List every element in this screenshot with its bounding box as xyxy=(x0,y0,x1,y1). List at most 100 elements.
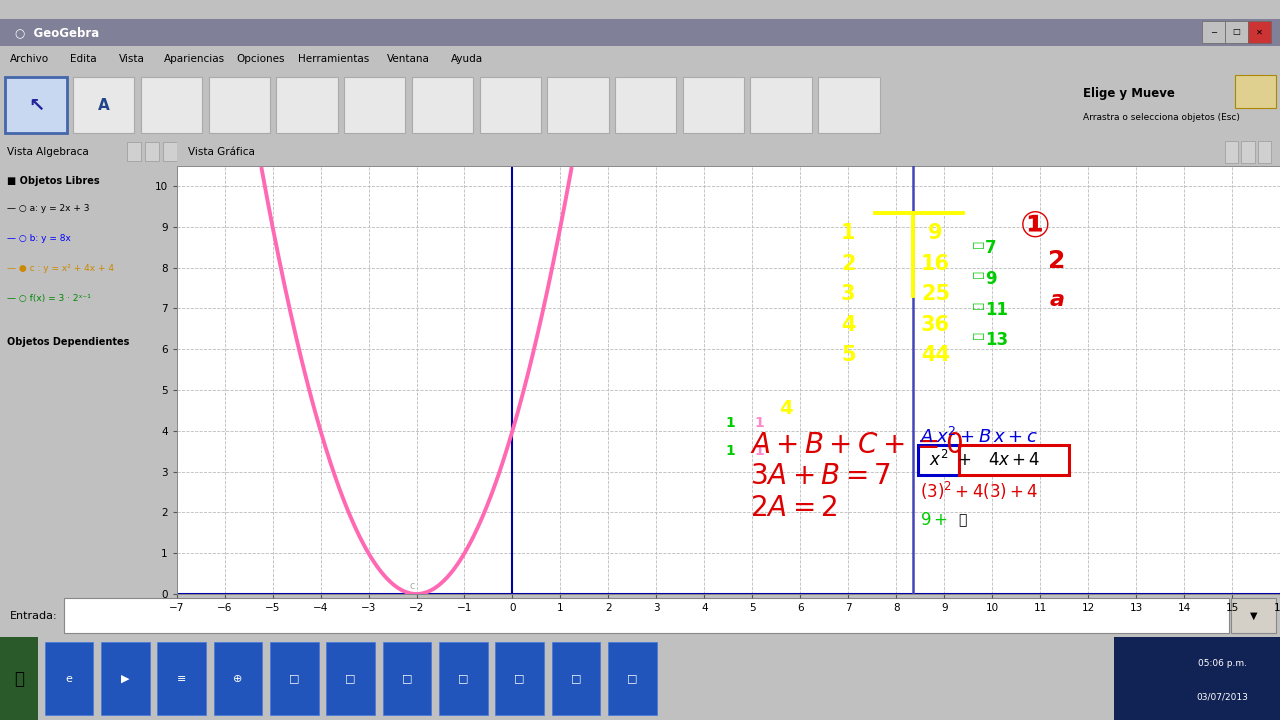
Bar xyxy=(495,642,544,715)
Bar xyxy=(608,642,657,715)
Text: ⌒: ⌒ xyxy=(970,302,983,310)
Text: 🌐: 🌐 xyxy=(14,670,24,688)
Bar xyxy=(326,642,375,715)
Text: — ○ a: y = 2x + 3: — ○ a: y = 2x + 3 xyxy=(8,204,90,213)
Text: 1: 1 xyxy=(755,444,764,458)
Text: Objetos Dependientes: Objetos Dependientes xyxy=(8,337,129,347)
Bar xyxy=(270,642,319,715)
Text: $\mathit{A+B+C+=0}$: $\mathit{A+B+C+=0}$ xyxy=(750,431,963,459)
Text: — ● c : y = x² + 4x + 4: — ● c : y = x² + 4x + 4 xyxy=(8,264,114,273)
Bar xyxy=(209,77,270,133)
Bar xyxy=(1235,76,1276,109)
Text: ■ Objetos Libres: ■ Objetos Libres xyxy=(8,176,100,186)
Text: 44: 44 xyxy=(922,346,950,365)
Bar xyxy=(682,77,744,133)
Text: ⊕: ⊕ xyxy=(233,674,243,683)
Text: 36: 36 xyxy=(922,315,950,335)
Text: □: □ xyxy=(571,674,581,683)
Text: 9: 9 xyxy=(928,223,943,243)
Text: 4: 4 xyxy=(780,399,792,418)
Text: $x^2$: $x^2$ xyxy=(929,450,948,470)
Text: ○  GeoGebra: ○ GeoGebra xyxy=(15,26,100,39)
Text: ✕: ✕ xyxy=(1256,27,1263,36)
Text: Edita: Edita xyxy=(70,54,97,64)
Text: $A\,x^2 + B\,x + c$: $A\,x^2 + B\,x + c$ xyxy=(920,427,1038,447)
Text: Arrastra o selecciona objetos (Esc): Arrastra o selecciona objetos (Esc) xyxy=(1083,112,1240,122)
Text: Vista: Vista xyxy=(119,54,145,64)
Bar xyxy=(552,642,600,715)
Text: $\mathit{2A=2}$: $\mathit{2A=2}$ xyxy=(750,493,837,521)
Text: 1: 1 xyxy=(726,416,736,431)
Text: ─: ─ xyxy=(1211,27,1216,36)
Text: Vista Algebraca: Vista Algebraca xyxy=(8,147,88,157)
Bar xyxy=(383,642,431,715)
Text: 05:06 p.m.: 05:06 p.m. xyxy=(1198,660,1247,668)
Text: $4x + 4$: $4x + 4$ xyxy=(988,451,1039,469)
Bar xyxy=(412,77,474,133)
Bar xyxy=(276,77,338,133)
Text: +: + xyxy=(957,451,977,469)
Text: 4: 4 xyxy=(841,315,855,335)
Bar xyxy=(1225,22,1248,43)
Bar xyxy=(73,77,134,133)
Bar xyxy=(1248,22,1271,43)
Bar xyxy=(480,77,541,133)
Bar xyxy=(959,446,1069,475)
Text: Ventana: Ventana xyxy=(387,54,429,64)
Text: □: □ xyxy=(458,674,468,683)
Text: Vista Gráfica: Vista Gráfica xyxy=(188,147,255,157)
Bar xyxy=(439,642,488,715)
Bar xyxy=(64,598,1229,633)
Text: Entrada:: Entrada: xyxy=(10,611,58,621)
Text: 11: 11 xyxy=(986,301,1007,319)
Bar xyxy=(750,77,812,133)
Bar xyxy=(45,642,93,715)
Text: □: □ xyxy=(402,674,412,683)
Bar xyxy=(344,77,406,133)
Text: □: □ xyxy=(515,674,525,683)
Text: ⌒: ⌒ xyxy=(970,240,983,248)
Text: — ○ f(x) = 3 · 2ˣ⁻¹: — ○ f(x) = 3 · 2ˣ⁻¹ xyxy=(8,294,91,303)
Text: 1: 1 xyxy=(726,444,736,458)
Bar xyxy=(1114,637,1280,720)
Bar xyxy=(1231,598,1276,633)
Text: $\mathit{3A+B=7}$: $\mathit{3A+B=7}$ xyxy=(750,462,891,490)
Text: 1: 1 xyxy=(755,415,764,430)
Bar xyxy=(918,446,959,475)
Text: ▶: ▶ xyxy=(122,674,129,683)
Text: 📋: 📋 xyxy=(959,513,966,527)
Text: 03/07/2013: 03/07/2013 xyxy=(1197,693,1248,701)
Text: ≡: ≡ xyxy=(177,674,187,683)
Text: — ○ b: y = 8x: — ○ b: y = 8x xyxy=(8,234,70,243)
Text: ↖: ↖ xyxy=(28,96,45,114)
Bar xyxy=(1242,141,1254,163)
Bar xyxy=(818,77,879,133)
Text: a: a xyxy=(1050,290,1065,310)
Bar xyxy=(141,77,202,133)
Text: □: □ xyxy=(289,674,300,683)
Text: c: c xyxy=(410,581,415,590)
Bar xyxy=(1202,22,1225,43)
Text: □: □ xyxy=(346,674,356,683)
Text: $9+$: $9+$ xyxy=(920,510,948,528)
Text: 16: 16 xyxy=(922,253,950,274)
Text: Ayuda: Ayuda xyxy=(451,54,483,64)
Bar xyxy=(163,143,177,161)
Text: Opciones: Opciones xyxy=(237,54,285,64)
Bar xyxy=(214,642,262,715)
Bar xyxy=(157,642,206,715)
Text: 3: 3 xyxy=(841,284,855,304)
Text: ⌒: ⌒ xyxy=(970,271,983,279)
Text: 2: 2 xyxy=(841,253,855,274)
Text: 9: 9 xyxy=(986,270,997,288)
Bar xyxy=(101,642,150,715)
Text: 25: 25 xyxy=(922,284,950,304)
Text: ⌒: ⌒ xyxy=(970,333,983,340)
Bar xyxy=(145,143,159,161)
Text: ①: ① xyxy=(1020,210,1051,244)
Text: Herramientas: Herramientas xyxy=(298,54,370,64)
Bar xyxy=(1258,141,1271,163)
Text: 5: 5 xyxy=(841,346,855,365)
Text: A: A xyxy=(97,98,110,112)
Text: $(3)^2 + 4(3) + 4$: $(3)^2 + 4(3) + 4$ xyxy=(920,480,1038,503)
